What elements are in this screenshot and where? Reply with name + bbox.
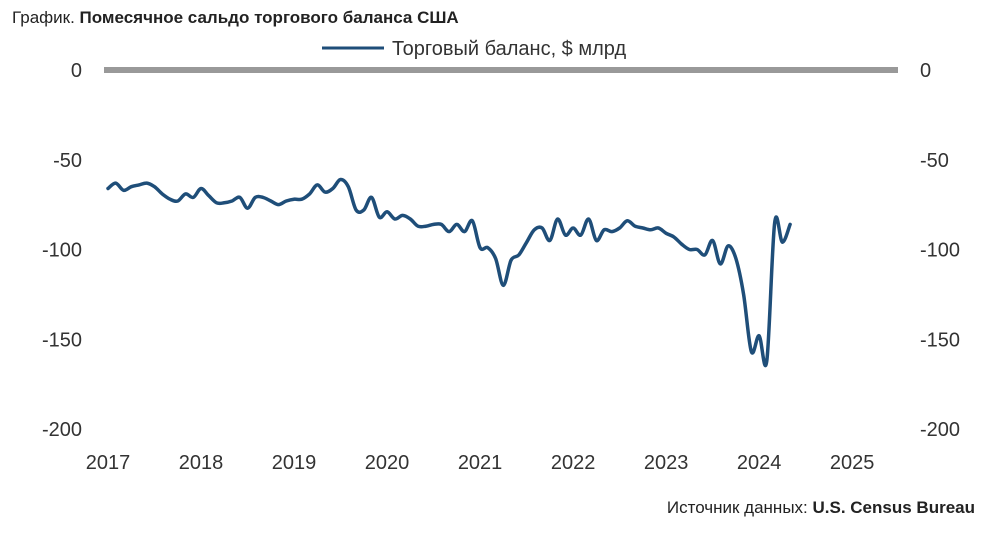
x-tick: 2022 [551, 452, 596, 474]
y-tick-left: -100 [42, 240, 82, 262]
x-tick: 2018 [179, 452, 224, 474]
source-label: Источник данных: [666, 498, 808, 517]
x-tick: 2024 [737, 452, 782, 474]
x-tick: 2023 [644, 452, 689, 474]
series-line-trade-balance [106, 177, 792, 368]
y-tick-right: 0 [920, 60, 931, 82]
legend-label: Торговый баланс, $ млрд [392, 38, 626, 60]
y-tick-right: -100 [920, 240, 960, 262]
y-tick-right: -200 [920, 419, 960, 441]
source-note: Источник данных: U.S. Census Bureau [667, 498, 975, 518]
x-tick: 2019 [272, 452, 317, 474]
y-tick-left: -150 [42, 329, 82, 351]
y-tick-left: -50 [53, 150, 82, 172]
y-tick-right: -50 [920, 150, 949, 172]
y-tick-right: -150 [920, 329, 960, 351]
chart-title: График. Помесячное сальдо торгового бала… [12, 8, 459, 28]
x-tick: 2025 [830, 452, 875, 474]
y-axis-left: 0 -50 -100 -150 -200 [42, 60, 82, 441]
y-axis-right: 0 -50 -100 -150 -200 [920, 60, 960, 441]
chart-title-prefix: График. [12, 8, 75, 27]
x-tick: 2017 [86, 452, 131, 474]
y-tick-left: -200 [42, 419, 82, 441]
chart-title-main: Помесячное сальдо торгового баланса США [79, 8, 459, 27]
x-axis: 2017 2018 2019 2020 2021 2022 2023 2024 2025 [86, 452, 875, 474]
x-tick: 2020 [365, 452, 410, 474]
x-tick: 2021 [458, 452, 503, 474]
y-tick-left: 0 [71, 60, 82, 82]
legend: Торговый баланс, $ млрд [322, 38, 626, 60]
source-name: U.S. Census Bureau [812, 498, 976, 517]
